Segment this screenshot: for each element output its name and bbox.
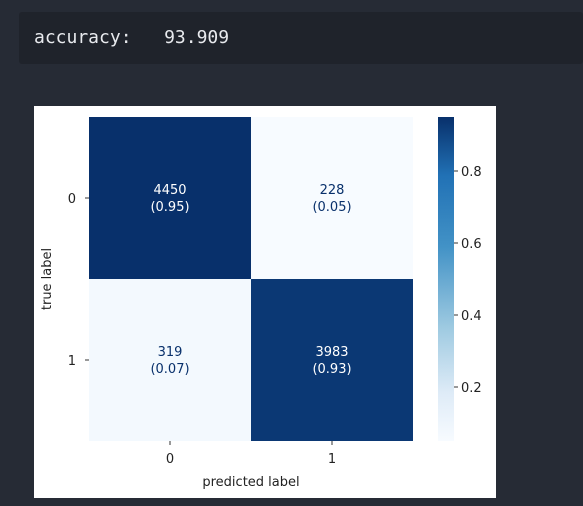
matrix-cell-1-0: [89, 279, 251, 441]
accuracy-output: accuracy: 93.909: [34, 27, 229, 49]
colorbar-tick-label-1: 0.4: [461, 309, 482, 324]
x-tick-label-1: 1: [328, 452, 336, 467]
colorbar-tick-label-3: 0.8: [461, 165, 482, 180]
matrix-cell-1-1: [251, 279, 413, 441]
matrix-cell-0-1: [251, 117, 413, 279]
cell-ratio-0-1: (0.05): [312, 200, 351, 215]
y-axis-label: true label: [40, 248, 55, 310]
cell-count-0-0: 4450: [153, 183, 186, 198]
x-tick-label-0: 0: [166, 452, 174, 467]
colorbar-tick-label-0: 0.2: [461, 381, 482, 396]
colorbar: [438, 117, 454, 441]
cell-count-0-1: 228: [320, 183, 345, 198]
cell-count-1-1: 3983: [315, 345, 348, 360]
accuracy-label: accuracy:: [34, 27, 132, 48]
cell-ratio-1-0: (0.07): [150, 362, 189, 377]
matrix-cell-0-0: [89, 117, 251, 279]
y-tick-label-1: 1: [68, 354, 76, 369]
cell-ratio-0-0: (0.95): [150, 200, 189, 215]
cell-ratio-1-1: (0.93): [312, 362, 351, 377]
cell-count-1-0: 319: [158, 345, 183, 360]
confusion-matrix-figure: 4450 (0.95) 228 (0.05) 319 (0.07) 3983 (0.93) 0…: [34, 106, 496, 498]
colorbar-tick-label-2: 0.6: [461, 237, 482, 252]
accuracy-value: 93.909: [164, 27, 230, 48]
x-axis-label: predicted label: [202, 475, 299, 490]
y-tick-label-0: 0: [68, 192, 76, 207]
cell-output-text: accuracy: 93.909: [19, 12, 583, 64]
confusion-matrix-chart: 4450 (0.95) 228 (0.05) 319 (0.07) 3983 (0.93) 0…: [40, 117, 482, 490]
